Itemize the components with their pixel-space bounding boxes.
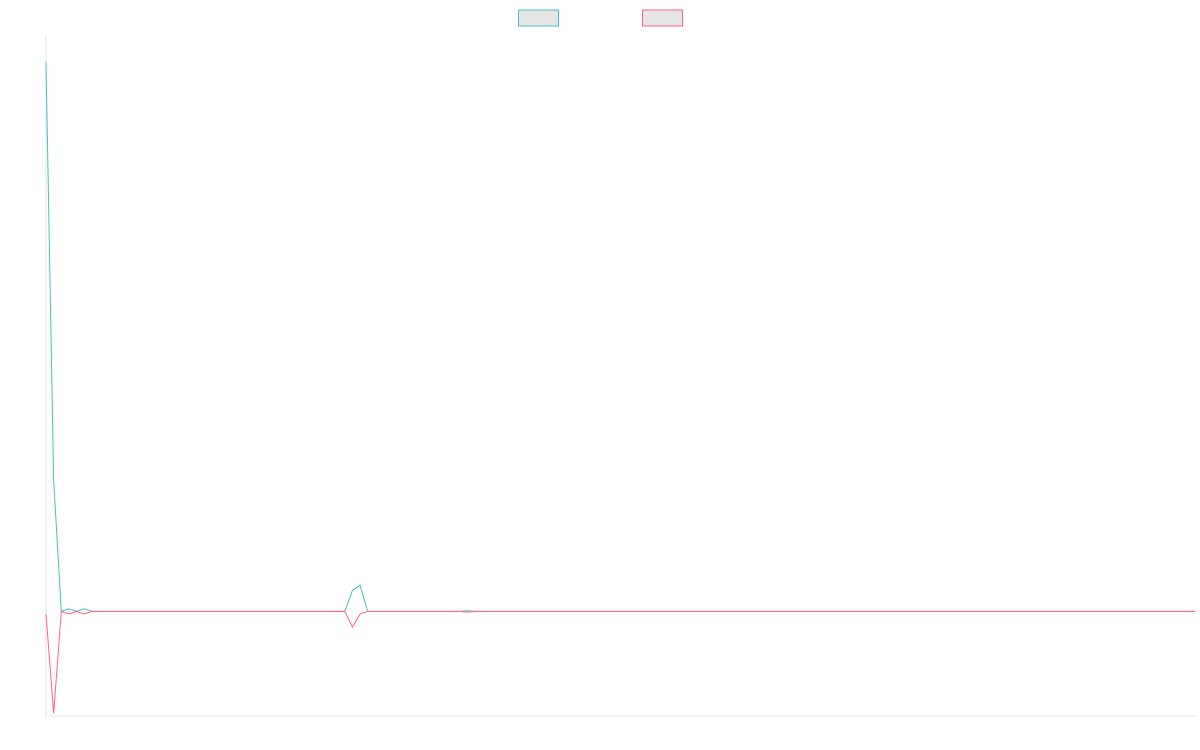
legend-swatch-2[interactable] [642,9,683,27]
series-line-2 [45,610,1195,714]
chart-legend [518,9,683,27]
chart-axes [45,36,1195,717]
plot-area [45,62,1195,714]
series-line-1 [45,62,1195,613]
legend-swatch-1[interactable] [518,9,559,27]
